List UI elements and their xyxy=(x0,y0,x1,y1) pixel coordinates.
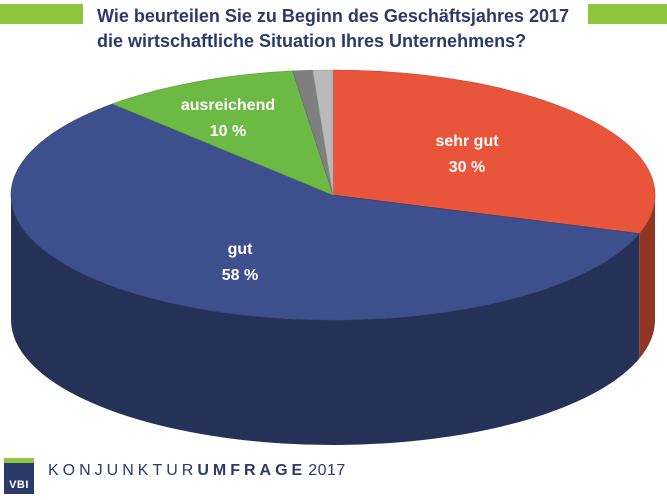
survey-year: 2017 xyxy=(308,462,346,479)
chart-title: Wie beurteilen Sie zu Beginn des Geschäf… xyxy=(97,4,577,54)
pie-slice-gut xyxy=(10,103,640,321)
accent-bar-right xyxy=(588,4,667,24)
chart-title-line-1: Wie beurteilen Sie zu Beginn des Geschäf… xyxy=(97,6,570,26)
chart-title-line-2: die wirtschaftliche Situation Ihres Unte… xyxy=(97,31,527,51)
slice-value-label: 30 % xyxy=(449,159,485,176)
slice-label: sehr gut xyxy=(435,133,499,150)
footer: VBI KONJUNKTURUMFRAGE 2017 xyxy=(0,458,667,500)
pie-side-0-0 xyxy=(639,195,655,359)
slice-value-label: 58 % xyxy=(222,267,258,284)
pie-chart: sehr gut 30 % gut 58 % ausreichend 10 % xyxy=(10,69,656,445)
slice-label: gut xyxy=(228,241,254,258)
vbi-logo: VBI xyxy=(4,458,34,494)
logo-stripe xyxy=(4,458,34,463)
pie-slice-other-4 xyxy=(312,69,334,196)
pie-slice-ausreichend xyxy=(111,70,334,196)
survey-name-light: KONJUNKTUR xyxy=(48,462,198,479)
slice-label: ausreichend xyxy=(181,97,275,114)
survey-name: KONJUNKTURUMFRAGE 2017 xyxy=(48,462,346,480)
pie-slice-sehr-gut xyxy=(332,69,656,234)
logo-text: VBI xyxy=(9,479,29,491)
survey-name-bold: UMFRAGE xyxy=(197,462,307,479)
slice-value-label: 10 % xyxy=(210,123,246,140)
accent-bar-left xyxy=(0,4,83,24)
